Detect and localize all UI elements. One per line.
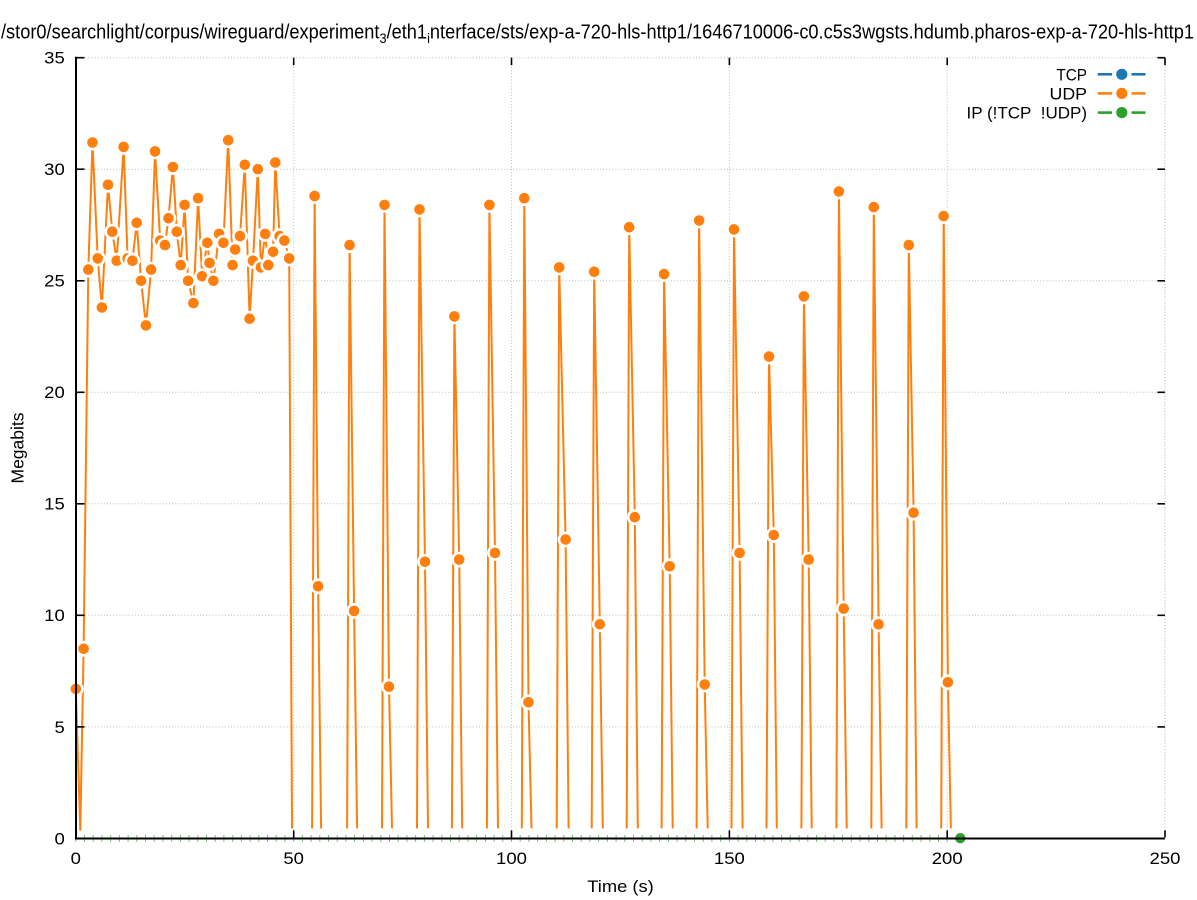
svg-text:10: 10	[44, 607, 65, 625]
svg-text:TCP: TCP	[1056, 65, 1087, 84]
svg-text:IP (!TCP !UDP): IP (!TCP !UDP)	[967, 104, 1088, 123]
svg-text:150: 150	[714, 850, 745, 868]
svg-text:15: 15	[44, 496, 65, 514]
svg-text:100: 100	[496, 850, 527, 868]
svg-text:35: 35	[44, 50, 65, 68]
svg-text:Time (s): Time (s)	[587, 877, 654, 896]
svg-text:25: 25	[44, 273, 65, 291]
svg-text:Megabits: Megabits	[8, 412, 28, 483]
svg-text:0: 0	[71, 850, 81, 868]
svg-text:UDP: UDP	[1050, 84, 1088, 103]
svg-text:250: 250	[1150, 850, 1181, 868]
svg-text:30: 30	[44, 161, 65, 179]
svg-text:20: 20	[44, 384, 65, 402]
svg-text:0: 0	[55, 830, 65, 848]
svg-text:200: 200	[932, 850, 963, 868]
svg-text:/stor0/searchlight/corpus/wire: /stor0/searchlight/corpus/wireguard/expe…	[1, 22, 1194, 47]
svg-text:50: 50	[283, 850, 304, 868]
svg-text:5: 5	[55, 719, 65, 737]
